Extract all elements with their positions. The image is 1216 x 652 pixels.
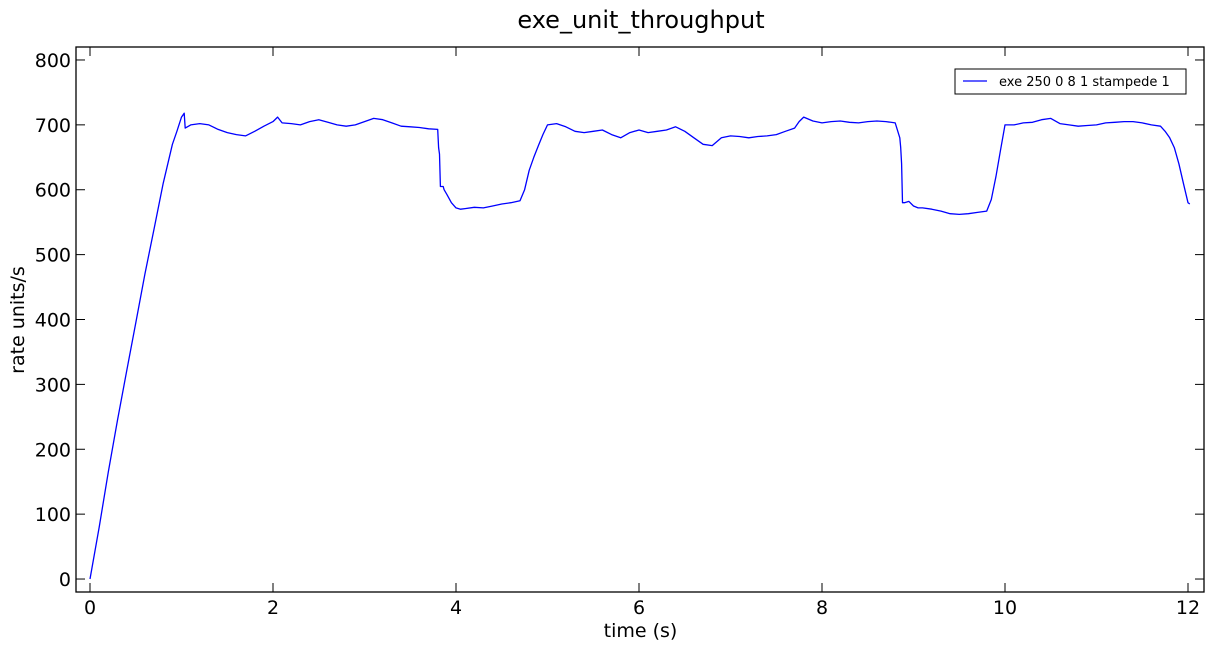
y-tick-label: 700 — [35, 115, 71, 137]
x-tick-label: 2 — [267, 597, 279, 619]
legend-box — [954, 68, 1187, 95]
chart-title: exe_unit_throughput — [517, 6, 765, 34]
y-tick-label: 400 — [35, 310, 71, 332]
y-tick-label: 200 — [35, 439, 71, 461]
y-tick-label: 600 — [35, 180, 71, 202]
legend-label: exe 250 0 8 1 stampede 1 — [999, 75, 1170, 90]
x-tick-label: 12 — [1176, 597, 1200, 619]
x-tick-label: 6 — [633, 597, 645, 619]
y-tick-label: 0 — [59, 569, 71, 591]
x-tick-label: 4 — [450, 597, 462, 619]
y-tick-label: 800 — [35, 50, 71, 72]
x-tick-label: 0 — [84, 597, 96, 619]
y-tick-label: 100 — [35, 504, 71, 526]
series-layer — [89, 112, 1191, 580]
y-tick-label: 300 — [35, 374, 71, 396]
series-line — [89, 112, 1191, 580]
x-tick-label: 10 — [993, 597, 1017, 619]
legend: exe 250 0 8 1 stampede 1 — [954, 68, 1187, 95]
y-tick-label: 500 — [35, 245, 71, 267]
plot-frame — [75, 46, 1205, 593]
x-axis-label: time (s) — [603, 620, 678, 642]
x-tick-label: 8 — [816, 597, 828, 619]
ticks-layer: 0 2 4 6 8 10 12 0 100 200 300 400 500 600 700 800 — [35, 47, 1204, 619]
